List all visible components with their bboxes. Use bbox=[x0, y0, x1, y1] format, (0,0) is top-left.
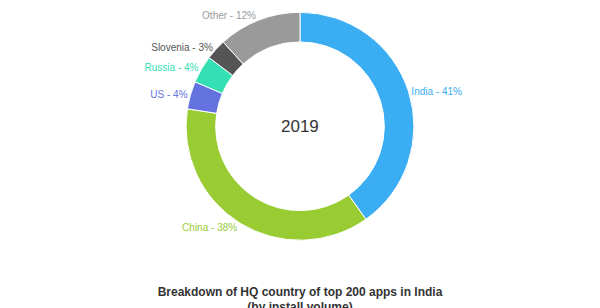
svg-text:Russia - 4%: Russia - 4% bbox=[145, 62, 199, 73]
svg-text:Slovenia - 3%: Slovenia - 3% bbox=[151, 42, 213, 53]
svg-text:US - 4%: US - 4% bbox=[150, 89, 187, 100]
svg-text:China - 38%: China - 38% bbox=[182, 222, 237, 233]
svg-text:Other - 12%: Other - 12% bbox=[202, 10, 256, 21]
svg-text:Breakdown of HQ country of top: Breakdown of HQ country of top 200 apps … bbox=[158, 285, 443, 308]
svg-text:India - 41%: India - 41% bbox=[411, 86, 462, 97]
svg-text:2019: 2019 bbox=[281, 117, 319, 136]
